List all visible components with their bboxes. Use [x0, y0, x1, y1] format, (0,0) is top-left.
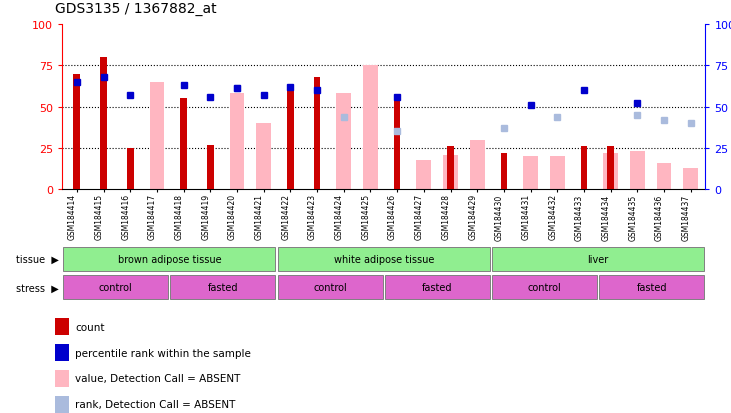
Bar [55, 319, 69, 335]
Text: GSM184421: GSM184421 [254, 194, 264, 240]
Text: GSM184418: GSM184418 [175, 194, 183, 240]
Bar [287, 88, 294, 190]
Text: GSM184435: GSM184435 [629, 194, 637, 240]
Bar [181, 99, 187, 190]
Bar [599, 275, 705, 300]
Text: value, Detection Call = ABSENT: value, Detection Call = ABSENT [75, 373, 240, 384]
Text: GSM184427: GSM184427 [414, 194, 424, 240]
Text: brown adipose tissue: brown adipose tissue [118, 254, 221, 264]
Text: stress  ▶: stress ▶ [16, 282, 58, 293]
Bar [55, 396, 69, 413]
Bar [447, 147, 454, 190]
Bar [336, 94, 351, 190]
Text: count: count [75, 322, 105, 332]
Text: control: control [528, 282, 561, 292]
Text: fasted: fasted [208, 282, 238, 292]
Text: white adipose tissue: white adipose tissue [333, 254, 434, 264]
Bar [607, 147, 614, 190]
Bar [501, 154, 507, 190]
Bar [207, 145, 213, 190]
Text: GSM184414: GSM184414 [68, 194, 77, 240]
Bar [683, 169, 698, 190]
Bar [630, 152, 645, 190]
Bar [230, 94, 244, 190]
Text: GSM184424: GSM184424 [335, 194, 344, 240]
Bar [550, 157, 564, 190]
Text: GSM184434: GSM184434 [602, 194, 610, 240]
Text: fasted: fasted [422, 282, 452, 292]
Text: GSM184437: GSM184437 [682, 194, 691, 240]
Text: GSM184422: GSM184422 [281, 194, 290, 240]
Bar [417, 160, 431, 190]
Text: control: control [314, 282, 347, 292]
Text: GSM184416: GSM184416 [121, 194, 130, 240]
Bar [385, 275, 490, 300]
Bar [127, 149, 134, 190]
Text: GSM184425: GSM184425 [361, 194, 371, 240]
Bar [55, 344, 69, 361]
Bar [278, 275, 383, 300]
Bar [278, 247, 490, 272]
Text: GSM184436: GSM184436 [655, 194, 664, 240]
Bar [394, 96, 401, 190]
Bar [443, 155, 458, 190]
Text: rank, Detection Call = ABSENT: rank, Detection Call = ABSENT [75, 399, 235, 409]
Text: GSM184432: GSM184432 [548, 194, 557, 240]
Text: GSM184433: GSM184433 [575, 194, 584, 240]
Bar [656, 164, 671, 190]
Text: GSM184426: GSM184426 [388, 194, 397, 240]
Bar [363, 66, 378, 190]
Bar [100, 58, 107, 190]
Bar [257, 124, 271, 190]
Bar [74, 74, 80, 190]
Text: GSM184423: GSM184423 [308, 194, 317, 240]
Text: GDS3135 / 1367882_at: GDS3135 / 1367882_at [55, 2, 216, 16]
Bar [63, 275, 168, 300]
Text: fasted: fasted [637, 282, 667, 292]
Text: GSM184417: GSM184417 [148, 194, 157, 240]
Bar [492, 275, 597, 300]
Bar [603, 154, 618, 190]
Text: GSM184415: GSM184415 [94, 194, 104, 240]
Bar [492, 247, 705, 272]
Text: GSM184429: GSM184429 [468, 194, 477, 240]
Text: liver: liver [588, 254, 609, 264]
Bar [523, 157, 538, 190]
Bar [580, 147, 587, 190]
Text: GSM184420: GSM184420 [228, 194, 237, 240]
Bar [63, 247, 276, 272]
Bar [314, 78, 320, 190]
Bar [150, 83, 164, 190]
Text: tissue  ▶: tissue ▶ [15, 254, 58, 265]
Text: GSM184431: GSM184431 [522, 194, 531, 240]
Text: percentile rank within the sample: percentile rank within the sample [75, 348, 251, 358]
Text: GSM184430: GSM184430 [495, 194, 504, 240]
Text: GSM184428: GSM184428 [442, 194, 450, 240]
Bar [170, 275, 276, 300]
Text: GSM184419: GSM184419 [201, 194, 211, 240]
Text: control: control [99, 282, 132, 292]
Bar [470, 140, 485, 190]
Bar [55, 370, 69, 387]
